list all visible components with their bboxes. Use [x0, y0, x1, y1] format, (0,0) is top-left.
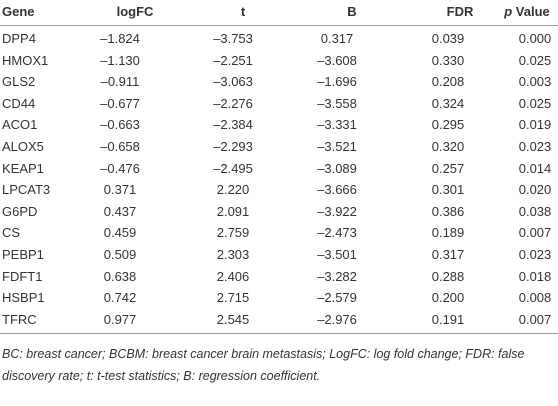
header-part: p: [504, 4, 513, 19]
table-cell: 0.459: [103, 225, 137, 241]
table-cell: 0.317: [431, 247, 465, 262]
table-cell: –0.658: [100, 139, 140, 154]
table-cell: 0.509: [103, 247, 137, 262]
table-cell: 0.301: [431, 182, 465, 198]
gene-name: GLS2: [2, 74, 36, 90]
table-cell: 2.406: [216, 268, 250, 284]
column-header: logFC: [116, 4, 154, 19]
gene-name: LPCAT3: [2, 182, 51, 198]
table-cell: –2.495: [213, 160, 253, 176]
table-cell: 0.038: [518, 203, 552, 219]
table-cell: 0.025: [518, 95, 552, 111]
table-cell: –2.251: [213, 52, 253, 68]
table-cell: 0.023: [518, 139, 552, 154]
table-cell: 0.189: [431, 225, 465, 241]
table-cell: 0.208: [431, 74, 465, 90]
table-cell: –3.666: [317, 182, 357, 198]
table-cell: –1.824: [100, 31, 140, 46]
table-cell: 0.039: [431, 31, 465, 46]
table-cell: –3.331: [317, 117, 357, 133]
gene-name: HSBP1: [2, 290, 45, 306]
table-cell: 0.295: [431, 117, 465, 133]
column-header: Gene: [2, 4, 35, 19]
column-header: B: [347, 4, 357, 19]
gene-name: G6PD: [2, 203, 38, 219]
table-cell: –3.608: [317, 52, 357, 68]
table-cell: 0.742: [103, 290, 137, 306]
gene-name: KEAP1: [2, 160, 44, 176]
header-rule: [0, 25, 558, 26]
column-header: t: [240, 4, 246, 19]
footnote: BC: breast cancer; BCBM: breast cancer b…: [2, 347, 525, 383]
table-cell: 0.324: [431, 95, 465, 111]
table-cell: –3.089: [317, 160, 357, 176]
table-cell: 0.003: [518, 74, 552, 90]
table-cell: 0.014: [518, 160, 552, 176]
table-cell: –2.976: [317, 311, 357, 327]
table-cell: 0.638: [103, 268, 137, 284]
gene-name: ALOX5: [2, 139, 44, 154]
table-cell: 0.371: [103, 182, 137, 198]
table-cell: 2.091: [216, 203, 250, 219]
table-cell: 2.759: [216, 225, 250, 241]
table-cell: –2.579: [317, 290, 357, 306]
table-cell: –3.063: [213, 74, 253, 90]
table-cell: –1.696: [317, 74, 357, 90]
table-cell: 2.220: [216, 182, 250, 198]
table-cell: –3.753: [213, 31, 253, 46]
column-header: FDR: [446, 4, 474, 19]
table-cell: 0.386: [431, 203, 465, 219]
table-cell: –3.282: [317, 268, 357, 284]
header-part: Value: [515, 4, 550, 19]
table-cell: –2.384: [213, 117, 253, 133]
bottom-rule: [0, 333, 558, 334]
gene-name: TFRC: [2, 311, 37, 327]
table-cell: 0.025: [518, 52, 552, 68]
table-cell: –0.677: [100, 95, 140, 111]
table-cell: 0.191: [431, 311, 465, 327]
table-cell: –2.293: [213, 139, 253, 154]
table-cell: –1.130: [100, 52, 140, 68]
table-cell: –2.473: [317, 225, 357, 241]
table-cell: 2.545: [216, 311, 250, 327]
table-cell: 2.303: [216, 247, 250, 262]
gene-name: CS: [2, 225, 21, 241]
table-cell: 2.715: [216, 290, 250, 306]
table-cell: 0.320: [431, 139, 465, 154]
table-cell: –3.922: [317, 203, 357, 219]
table-cell: –2.276: [213, 95, 253, 111]
table-cell: 0.020: [518, 182, 552, 198]
table-cell: 0.007: [518, 225, 552, 241]
table-cell: 0.023: [518, 247, 552, 262]
table-cell: 0.288: [431, 268, 465, 284]
gene-name: DPP4: [2, 31, 36, 46]
table-cell: 0.200: [431, 290, 465, 306]
column-header: p Value: [504, 4, 550, 20]
table-cell: 0.008: [518, 290, 552, 306]
table-cell: –3.521: [317, 139, 357, 154]
gene-name: CD44: [2, 95, 36, 111]
gene-name: PEBP1: [2, 247, 44, 262]
table-cell: 0.257: [431, 160, 465, 176]
table-cell: 0.437: [103, 203, 137, 219]
table-cell: –0.663: [100, 117, 140, 133]
table-cell: 0.007: [518, 311, 552, 327]
table-cell: 0.018: [518, 268, 552, 284]
table-cell: 0.019: [518, 117, 552, 133]
gene-name: ACO1: [2, 117, 38, 133]
table-cell: 0.000: [518, 31, 552, 46]
table-cell: 0.977: [103, 311, 137, 327]
table-cell: –0.911: [100, 74, 140, 90]
table-cell: –0.476: [100, 160, 140, 176]
table-cell: 0.317: [320, 31, 354, 46]
gene-name: FDFT1: [2, 268, 43, 284]
table-cell: 0.330: [431, 52, 465, 68]
table-cell: –3.558: [317, 95, 357, 111]
table-cell: –3.501: [317, 247, 357, 262]
gene-name: HMOX1: [2, 52, 49, 68]
